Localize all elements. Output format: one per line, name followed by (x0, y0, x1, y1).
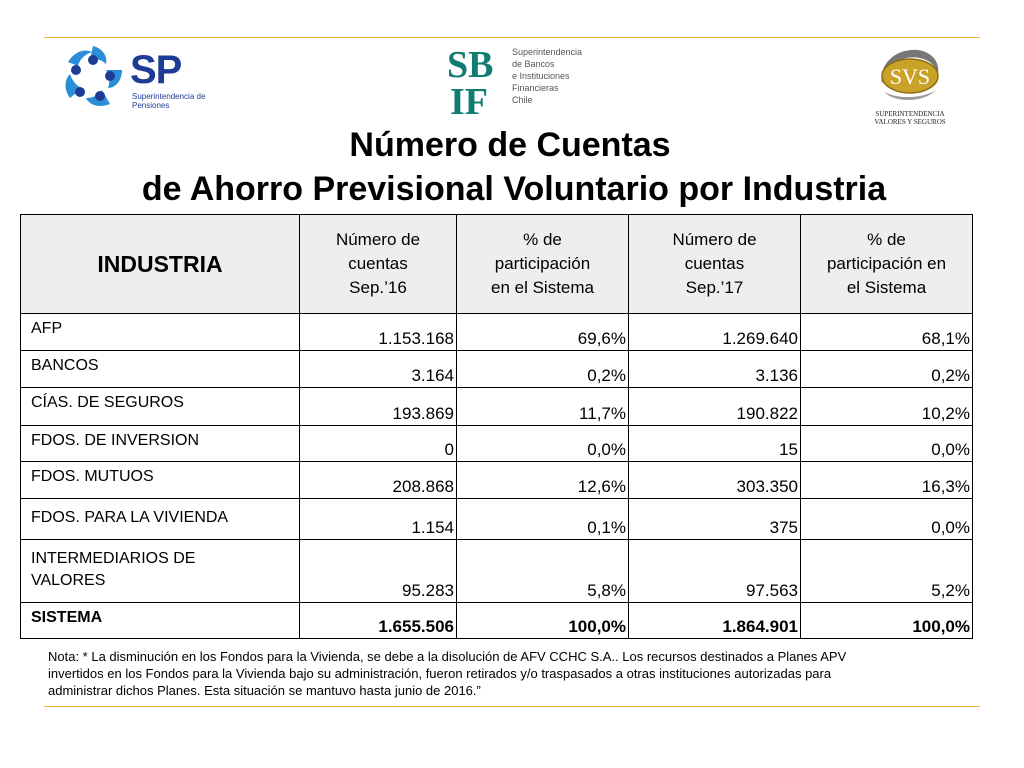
total-label: SISTEMA (20, 602, 300, 639)
header-participacion-2017-line1: % de (867, 230, 906, 249)
row-participacion-2017: 0,0% (800, 498, 973, 540)
footnote-line1: Nota: * La disminución en los Fondos par… (48, 649, 847, 664)
header-cuentas-2016-line2: cuentas (348, 254, 408, 273)
header-participacion-2016-line3: en el Sistema (491, 278, 594, 297)
svs-caption-line1: SUPERINTENDENCIA (875, 110, 945, 118)
total-participacion-2016: 100,0% (456, 602, 629, 639)
sbif-line-1: Superintendencia (512, 47, 583, 57)
sbif-line-2: de Bancos (512, 59, 555, 69)
row-industry-name-line2: VALORES (31, 572, 106, 589)
row-participacion-2017: 16,3% (800, 461, 973, 499)
row-industry-name: INTERMEDIARIOS DE VALORES (20, 539, 300, 603)
header-participacion-2017-line3: el Sistema (846, 278, 927, 297)
table-row: INTERMEDIARIOS DE VALORES 95.283 5,8% 97… (20, 539, 973, 603)
svs-caption-line2: VALORES Y SEGUROS (874, 118, 946, 126)
row-industry-name: FDOS. DE INVERSION (20, 425, 300, 462)
row-participacion-2016: 69,6% (456, 313, 629, 351)
total-cuentas-2017: 1.864.901 (628, 602, 801, 639)
row-participacion-2017: 68,1% (800, 313, 973, 351)
row-cuentas-2016: 0 (299, 425, 457, 462)
row-cuentas-2017: 97.563 (628, 539, 801, 603)
accounts-table: INDUSTRIA Número de cuentas Sep.’16 % de… (20, 214, 973, 639)
svs-logo: SVS SUPERINTENDENCIA VALORES Y SEGUROS (868, 44, 952, 130)
header-participacion-2016-line1: % de (523, 230, 562, 249)
sbif-line-4: Financieras (512, 83, 559, 93)
table-row: CÍAS. DE SEGUROS 193.869 11,7% 190.822 1… (20, 387, 973, 426)
row-cuentas-2016: 193.869 (299, 387, 457, 426)
sbif-monogram-bottom: IF (450, 81, 488, 116)
footnote-line2: invertidos en los Fondos para la Viviend… (48, 666, 832, 681)
row-cuentas-2016: 3.164 (299, 350, 457, 388)
header-participacion-2017: % de participación en el Sistema (800, 214, 973, 314)
bottom-divider (44, 706, 980, 707)
header-cuentas-2017-line1: Número de (672, 230, 757, 249)
row-cuentas-2016: 95.283 (299, 539, 457, 603)
sp-logo-subtitle-line2: Pensiones (132, 101, 170, 110)
row-participacion-2017: 10,2% (800, 387, 973, 426)
total-participacion-2017: 100,0% (800, 602, 973, 639)
row-industry-name: FDOS. PARA LA VIVIENDA (20, 498, 300, 540)
table-row: FDOS. DE INVERSION 0 0,0% 15 0,0% (20, 425, 973, 462)
svs-emblem-abbr: SVS (890, 64, 930, 89)
header-cuentas-2017-line3: Sep.’17 (685, 278, 744, 297)
row-industry-name-line1: INTERMEDIARIOS DE (31, 550, 196, 567)
table-row: AFP 1.153.168 69,6% 1.269.640 68,1% (20, 313, 973, 351)
table-row: BANCOS 3.164 0,2% 3.136 0,2% (20, 350, 973, 388)
sp-logo: SP Superintendencia de Pensiones (58, 42, 218, 114)
row-industry-name: BANCOS (20, 350, 300, 388)
row-participacion-2016: 12,6% (456, 461, 629, 499)
row-participacion-2016: 0,0% (456, 425, 629, 462)
table-header-row: INDUSTRIA Número de cuentas Sep.’16 % de… (20, 214, 973, 314)
table-row: FDOS. MUTUOS 208.868 12,6% 303.350 16,3% (20, 461, 973, 499)
row-participacion-2016: 0,1% (456, 498, 629, 540)
row-cuentas-2016: 1.154 (299, 498, 457, 540)
row-participacion-2017: 0,2% (800, 350, 973, 388)
row-industry-name: CÍAS. DE SEGUROS (20, 387, 300, 426)
header-cuentas-2017: Número de cuentas Sep.’17 (628, 214, 801, 314)
sp-logo-abbr: SP (130, 48, 182, 92)
header-participacion-2016-line2: participación (494, 254, 591, 273)
footnote-line3: administrar dichos Planes. Esta situació… (48, 683, 481, 698)
header-participacion-2016: % de participación en el Sistema (456, 214, 629, 314)
sp-logo-subtitle: Superintendencia de Pensiones (132, 92, 232, 110)
header-cuentas-2016-line3: Sep.’16 (349, 278, 407, 297)
row-participacion-2017: 5,2% (800, 539, 973, 603)
sbif-monogram-top: SB (447, 44, 493, 86)
header-cuentas-2016-line1: Número de (335, 230, 421, 249)
row-participacion-2016: 11,7% (456, 387, 629, 426)
row-industry-name: AFP (20, 313, 300, 351)
row-cuentas-2017: 375 (628, 498, 801, 540)
header-industria: INDUSTRIA (20, 214, 300, 314)
sbif-monogram-icon: SB IF (447, 44, 493, 116)
row-cuentas-2017: 3.136 (628, 350, 801, 388)
row-cuentas-2017: 15 (628, 425, 801, 462)
sbif-line-3: e Instituciones (512, 71, 570, 81)
row-cuentas-2017: 1.269.640 (628, 313, 801, 351)
row-cuentas-2017: 303.350 (628, 461, 801, 499)
table-row: FDOS. PARA LA VIVIENDA 1.154 0,1% 375 0,… (20, 498, 973, 540)
row-cuentas-2016: 1.153.168 (299, 313, 457, 351)
hands-star-icon (65, 46, 122, 106)
svs-caption: SUPERINTENDENCIA VALORES Y SEGUROS (868, 110, 952, 126)
row-participacion-2017: 0,0% (800, 425, 973, 462)
table-total-row: SISTEMA 1.655.506 100,0% 1.864.901 100,0… (20, 602, 973, 639)
top-divider (44, 37, 980, 38)
header-participacion-2017-line2: participación en (826, 254, 947, 273)
sp-logo-subtitle-line1: Superintendencia de (132, 92, 206, 101)
sbif-line-5: Chile (512, 95, 533, 105)
page-title-line1: Número de Cuentas (349, 126, 671, 164)
sbif-logo-text: Superintendencia de Bancos e Institucion… (512, 46, 592, 106)
header-cuentas-2016: Número de cuentas Sep.’16 (299, 214, 457, 314)
page-title-line2: de Ahorro Previsional Voluntario por Ind… (141, 170, 887, 208)
row-participacion-2016: 0,2% (456, 350, 629, 388)
row-cuentas-2017: 190.822 (628, 387, 801, 426)
header-cuentas-2017-line2: cuentas (684, 254, 745, 273)
row-participacion-2016: 5,8% (456, 539, 629, 603)
footnote: Nota: * La disminución en los Fondos par… (48, 648, 948, 699)
total-cuentas-2016: 1.655.506 (299, 602, 457, 639)
row-industry-name: FDOS. MUTUOS (20, 461, 300, 499)
sbif-logo: SB IF Superintendencia de Bancos e Insti… (446, 44, 586, 120)
row-cuentas-2016: 208.868 (299, 461, 457, 499)
svs-emblem-icon: SVS (881, 49, 939, 100)
